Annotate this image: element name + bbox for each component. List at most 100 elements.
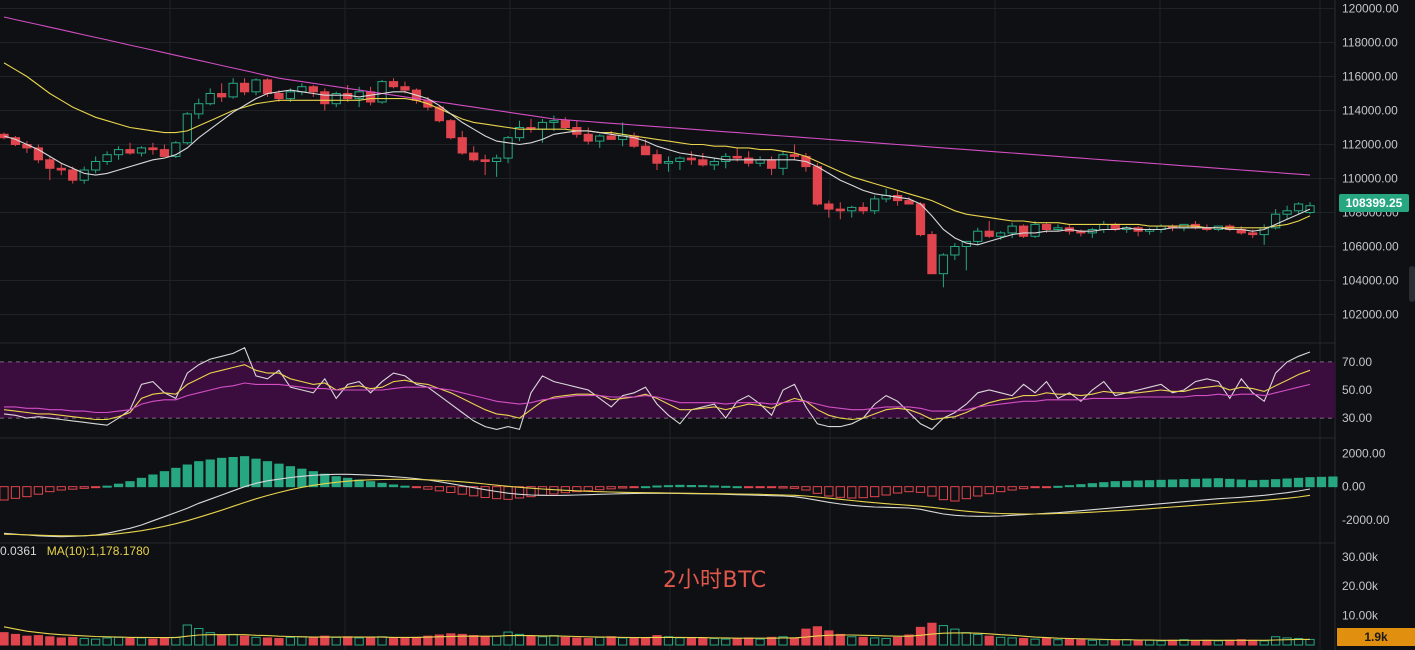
candle-body[interactable] [835, 208, 845, 212]
macd-histogram-bar[interactable] [400, 485, 410, 488]
volume-bar[interactable] [1179, 639, 1189, 646]
macd-histogram-bar[interactable] [766, 486, 777, 489]
candle-body[interactable] [549, 120, 559, 123]
macd-histogram-bar[interactable] [1167, 479, 1178, 488]
macd-histogram-bar[interactable] [1122, 480, 1132, 488]
macd-histogram-bar[interactable] [675, 484, 685, 488]
volume-bar[interactable] [686, 638, 696, 646]
candle-body[interactable] [1271, 213, 1281, 229]
macd-histogram-bar[interactable] [365, 481, 376, 488]
macd-histogram-bar[interactable] [1236, 479, 1246, 488]
macd-histogram-bar[interactable] [194, 461, 204, 488]
macd-histogram-bar[interactable] [789, 486, 800, 489]
volume-bar[interactable] [68, 636, 78, 646]
macd-histogram-bar[interactable] [606, 486, 616, 490]
macd-histogram-bar[interactable] [629, 486, 639, 489]
macd-histogram-bar[interactable] [457, 486, 467, 495]
candle-body[interactable] [239, 82, 250, 93]
candle-body[interactable] [217, 93, 227, 98]
macd-histogram-bar[interactable] [136, 477, 147, 488]
macd-histogram-bar[interactable] [1316, 476, 1327, 488]
volume-bar[interactable] [629, 638, 639, 646]
volume-bar[interactable] [778, 636, 788, 646]
volume-bar[interactable] [194, 628, 204, 646]
candle-body[interactable] [480, 159, 490, 163]
candle-body[interactable] [915, 203, 926, 236]
macd-histogram-bar[interactable] [583, 486, 593, 492]
volume-bar[interactable] [1305, 638, 1315, 646]
volume-bar[interactable] [434, 634, 444, 646]
volume-bar[interactable] [606, 636, 616, 646]
candle-body[interactable] [1030, 223, 1040, 237]
price-panel[interactable] [0, 16, 1315, 288]
macd-histogram-bar[interactable] [663, 485, 674, 488]
volume-bar[interactable] [1030, 638, 1040, 646]
macd-histogram-bar[interactable] [1259, 479, 1269, 488]
volume-bar[interactable] [480, 636, 490, 646]
volume-bar[interactable] [858, 636, 868, 646]
volume-bar[interactable] [228, 633, 238, 646]
volume-bar[interactable] [721, 638, 731, 646]
macd-histogram-bar[interactable] [411, 486, 422, 489]
macd-histogram-bar[interactable] [892, 486, 903, 494]
macd-histogram-bar[interactable] [217, 457, 227, 488]
candle-body[interactable] [56, 167, 66, 171]
macd-histogram-bar[interactable] [171, 467, 181, 488]
candle-body[interactable] [514, 127, 525, 139]
candle-body[interactable] [148, 147, 158, 151]
volume-bar[interactable] [274, 638, 284, 646]
macd-histogram-bar[interactable] [595, 486, 605, 491]
candle-body[interactable] [560, 120, 570, 128]
volume-bar[interactable] [171, 636, 181, 646]
volume-bar[interactable] [343, 636, 353, 646]
volume-bar[interactable] [1156, 640, 1166, 646]
candle-body[interactable] [125, 149, 135, 154]
volume-bar[interactable] [377, 636, 387, 646]
macd-histogram-bar[interactable] [1076, 484, 1086, 488]
macd-histogram-bar[interactable] [274, 463, 284, 488]
candle-body[interactable] [938, 254, 949, 275]
macd-histogram-bar[interactable] [1099, 482, 1109, 488]
candle-body[interactable] [33, 147, 43, 161]
volume-bar[interactable] [766, 636, 777, 646]
volume-bar[interactable] [526, 635, 536, 646]
macd-histogram-bar[interactable] [1007, 486, 1017, 491]
macd-histogram-bar[interactable] [56, 486, 66, 491]
macd-histogram-bar[interactable] [927, 486, 937, 497]
volume-bar[interactable] [938, 625, 949, 646]
macd-histogram-bar[interactable] [320, 473, 330, 488]
candle-body[interactable] [698, 159, 708, 166]
candle-body[interactable] [950, 246, 960, 256]
candle-body[interactable] [503, 137, 513, 159]
volume-bar[interactable] [881, 638, 891, 646]
volume-bar[interactable] [744, 637, 754, 646]
candle-body[interactable] [1041, 223, 1052, 230]
macd-histogram-bar[interactable] [1271, 479, 1281, 488]
volume-bar[interactable] [1122, 639, 1132, 646]
volume-bar[interactable] [251, 636, 261, 646]
volume-bar[interactable] [824, 630, 834, 646]
macd-histogram-bar[interactable] [205, 459, 215, 488]
macd-histogram-bar[interactable] [984, 486, 994, 495]
volume-bar[interactable] [1293, 638, 1304, 646]
macd-histogram-bar[interactable] [1179, 479, 1189, 488]
volume-bar[interactable] [113, 636, 124, 646]
macd-histogram-bar[interactable] [480, 486, 490, 498]
volume-bar[interactable] [973, 633, 983, 646]
volume-bar[interactable] [1053, 639, 1063, 646]
candle-body[interactable] [686, 157, 696, 161]
candle-body[interactable] [228, 82, 238, 98]
macd-histogram-bar[interactable] [343, 477, 353, 488]
volume-bar[interactable] [996, 636, 1006, 646]
volume-bar[interactable] [698, 637, 708, 646]
candle-body[interactable] [91, 161, 101, 171]
macd-histogram-bar[interactable] [514, 486, 525, 499]
macd-histogram-bar[interactable] [1156, 479, 1166, 488]
volume-bar[interactable] [388, 637, 399, 646]
volume-bar[interactable] [469, 635, 479, 646]
volume-bar[interactable] [365, 636, 376, 646]
candle-body[interactable] [984, 230, 994, 237]
candle-body[interactable] [171, 142, 181, 157]
volume-bar[interactable] [148, 638, 158, 646]
